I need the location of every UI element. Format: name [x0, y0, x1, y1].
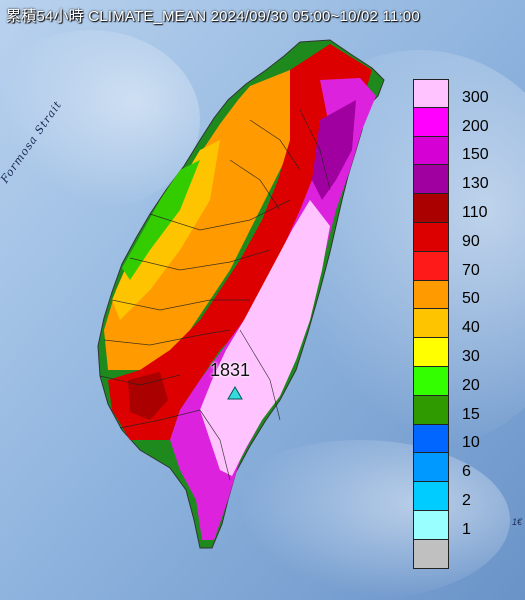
legend-swatch [413, 453, 449, 483]
zone-yellow [112, 140, 220, 320]
legend-label: 40 [462, 319, 480, 337]
cloud-cover [0, 30, 200, 210]
legend-swatch [413, 79, 449, 108]
zone-dark-red [128, 372, 168, 420]
legend-swatch [413, 165, 449, 195]
legend-label: 15 [462, 405, 480, 423]
legend-swatch [413, 482, 449, 511]
legend-label: 70 [462, 261, 480, 279]
legend-label: 20 [462, 376, 480, 394]
legend-label: 110 [462, 204, 488, 221]
color-legend [413, 79, 453, 569]
legend-label: 2 [462, 492, 471, 509]
legend-label: 30 [462, 348, 480, 365]
max-value-label: 1831 [210, 360, 251, 380]
zone-orange [104, 70, 300, 370]
zone-purple [312, 100, 356, 200]
legend-label: 300 [462, 88, 489, 106]
legend-swatch [413, 539, 449, 569]
legend-swatch [413, 366, 449, 396]
legend-swatch [413, 309, 449, 339]
county-boundaries [99, 109, 331, 481]
legend-label: 200 [462, 117, 489, 135]
legend-label: 10 [462, 434, 480, 452]
zone-pink [200, 200, 330, 476]
legend-label: 50 [462, 290, 480, 308]
legend-swatch [413, 280, 449, 310]
legend-swatch [413, 222, 449, 252]
legend-swatch [413, 338, 449, 367]
legend-label: 90 [462, 232, 480, 250]
legend-swatch [413, 136, 449, 166]
edge-label: 1€ [512, 517, 523, 527]
legend-label: 6 [462, 463, 471, 481]
legend-swatch [413, 424, 449, 454]
max-station-marker [227, 386, 243, 400]
map-title: 累積54小時 CLIMATE_MEAN 2024/09/30 05:00~10/… [6, 8, 420, 25]
legend-swatch [413, 194, 449, 223]
legend-swatch [413, 107, 449, 137]
zone-green [122, 160, 200, 280]
legend-swatch [413, 395, 449, 425]
legend-label: 130 [462, 175, 489, 193]
zone-red [108, 44, 372, 440]
legend-swatch [413, 510, 449, 540]
legend-label: 1 [462, 520, 471, 538]
legend-swatch [413, 251, 449, 281]
legend-label: 150 [462, 146, 489, 164]
